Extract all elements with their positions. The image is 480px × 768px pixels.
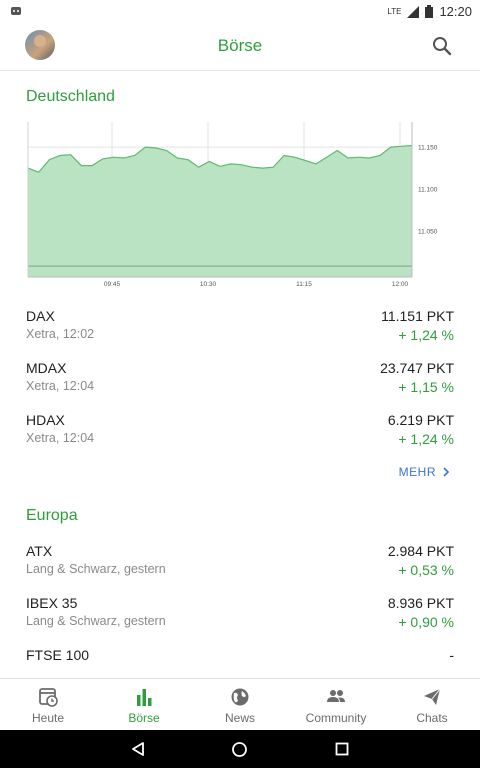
more-button-label: MEHR (398, 465, 436, 479)
network-type-label: LTE (387, 7, 402, 16)
status-bar: LTE 12:20 (0, 0, 480, 24)
quote-source: Xetra, 12:02 (26, 327, 95, 341)
section-title-germany: Deutschland (26, 88, 115, 105)
chart-y-tick-label: 11.050 (418, 228, 438, 235)
nav-item-community[interactable]: Community (288, 679, 384, 731)
bar-chart-icon (137, 689, 152, 706)
europe-quote-row[interactable]: FTSE 100 - (26, 647, 454, 687)
germany-quote-row[interactable]: HDAX Xetra, 12:04 6.219 PKT + 1,24 % (26, 412, 454, 452)
quote-name: IBEX 35 (26, 595, 78, 611)
nav-label-community: Community (305, 711, 367, 725)
quote-value: 8.936 PKT (387, 595, 454, 611)
chart-y-tick-label: 11.100 (418, 187, 438, 194)
europe-quote-row[interactable]: IBEX 35 Lang & Schwarz, gestern 8.936 PKT +… (26, 595, 454, 635)
quote-value: 2.984 PKT (387, 543, 454, 559)
dax-intraday-chart[interactable]: 09:45 10:30 11:15 12:00 11.150 11.100 11.050 (26, 120, 454, 290)
page-title: Börse (217, 36, 263, 55)
nav-label-boerse: Börse (128, 711, 160, 725)
quote-value: 11.151 PKT (381, 308, 454, 324)
quote-change: + 1,15 % (398, 379, 454, 395)
nav-item-chats[interactable]: Chats (384, 679, 480, 731)
quote-value: 6.219 PKT (387, 412, 454, 428)
chart-x-tick-label: 10:30 (200, 281, 217, 288)
chart-x-tick-label: 09:45 (104, 281, 121, 288)
quote-source: Lang & Schwarz, gestern (26, 562, 166, 576)
search-icon[interactable] (432, 36, 452, 56)
nav-label-heute: Heute (31, 711, 65, 725)
bottom-navigation: Heute Börse News Community Chats (0, 678, 480, 731)
nav-item-heute[interactable]: Heute (0, 679, 96, 731)
app-bar: Börse (0, 24, 480, 71)
people-icon (327, 690, 345, 702)
quote-name: FTSE 100 (26, 647, 90, 663)
quote-source: Xetra, 12:04 (26, 379, 95, 393)
quote-change: + 1,24 % (398, 431, 454, 447)
chart-area-fill (28, 145, 412, 277)
quote-change: + 0,53 % (398, 562, 454, 578)
quote-name: MDAX (26, 360, 67, 376)
quote-change: + 1,24 % (398, 327, 454, 343)
quote-source: Lang & Schwarz, gestern (26, 614, 166, 628)
system-navigation-bar (0, 730, 480, 768)
quote-name: HDAX (26, 412, 65, 428)
quote-value: 23.747 PKT (380, 360, 454, 376)
chart-series-line (27, 144, 413, 174)
globe-icon (231, 688, 249, 706)
nav-label-chats: Chats (416, 711, 448, 725)
more-button[interactable]: MEHR (399, 465, 450, 479)
status-time: 12:20 (439, 4, 472, 19)
chevron-right-icon (443, 467, 450, 477)
home-icon[interactable] (231, 741, 248, 758)
calendar-clock-icon (39, 688, 58, 707)
chart-y-tick-label: 11.150 (418, 145, 438, 152)
battery-icon (425, 5, 434, 18)
nav-item-news[interactable]: News (192, 679, 288, 731)
germany-quote-row[interactable]: MDAX Xetra, 12:04 23.747 PKT + 1,15 % (26, 360, 454, 400)
quote-source: Xetra, 12:04 (26, 431, 95, 445)
quote-change: + 0,90 % (398, 614, 454, 630)
europe-quote-row[interactable]: ATX Lang & Schwarz, gestern 2.984 PKT + 0,5… (26, 543, 454, 583)
nav-label-news: News (224, 711, 255, 725)
chart-x-tick-label: 11:15 (296, 281, 312, 288)
quote-name: ATX (26, 543, 53, 559)
back-icon[interactable] (130, 741, 146, 757)
avatar[interactable] (25, 30, 55, 60)
quote-name: DAX (26, 308, 55, 324)
send-icon (424, 688, 441, 705)
nav-item-boerse[interactable]: Börse (96, 679, 192, 731)
quote-value: - (449, 647, 454, 663)
android-notification-icon (10, 4, 22, 19)
recents-icon[interactable] (335, 742, 349, 756)
signal-icon (407, 5, 420, 18)
germany-quote-row[interactable]: DAX Xetra, 12:02 11.151 PKT + 1,24 % (26, 308, 454, 348)
section-title-europe: Europa (26, 507, 78, 524)
chart-x-tick-label: 12:00 (392, 281, 409, 288)
